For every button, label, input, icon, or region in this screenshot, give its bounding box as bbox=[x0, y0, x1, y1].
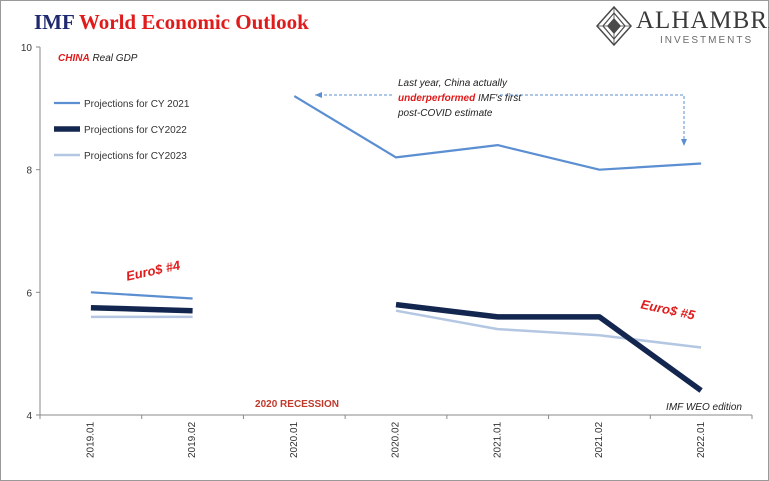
annotation-line1: Last year, China actually bbox=[398, 78, 508, 89]
annotation-highlight: underperformed bbox=[398, 93, 476, 104]
y-tick-label: 6 bbox=[26, 288, 32, 299]
series-line-2 bbox=[395, 309, 702, 349]
title-imf: IMF bbox=[34, 10, 75, 34]
subtitle-country: CHINA bbox=[58, 53, 90, 64]
logo-subtitle: INVESTMENTS bbox=[660, 35, 754, 46]
series-line-1 bbox=[395, 301, 703, 393]
logo-name: ALHAMBRA bbox=[636, 7, 769, 34]
y-tick-label: 10 bbox=[21, 43, 33, 54]
subtitle-measure: Real GDP bbox=[92, 53, 137, 64]
axes: 4 6 8 10 2019.01 2019.02 2020.01 2020.02 2021.01… bbox=[21, 43, 753, 458]
series-line-early-1 bbox=[90, 304, 193, 314]
x-tick-label: 2021.02 bbox=[594, 421, 605, 458]
alhambra-logo: ALHAMBRA INVESTMENTS bbox=[596, 6, 769, 48]
x-tick-label: 2019.02 bbox=[187, 421, 198, 458]
euro4-label: Euro$ #4 bbox=[125, 257, 183, 283]
series-lines bbox=[90, 95, 703, 393]
x-tick-label: 2020.01 bbox=[289, 421, 300, 458]
series-line-0 bbox=[293, 95, 702, 171]
annotation-arrow-right bbox=[500, 94, 687, 146]
legend-label-2: Projections for CY2023 bbox=[84, 151, 187, 162]
legend-label-0: Projections for CY 2021 bbox=[84, 99, 190, 110]
annotation-line2: underperformed IMF's first bbox=[398, 93, 522, 104]
x-tick-label: 2020.02 bbox=[391, 421, 402, 458]
legend-label-1: Projections for CY2022 bbox=[84, 125, 187, 136]
recession-label: 2020 RECESSION bbox=[255, 399, 339, 410]
page-title: IMF World Economic Outlook bbox=[34, 10, 309, 35]
y-tick-label: 4 bbox=[26, 411, 32, 422]
y-tick-label: 8 bbox=[26, 166, 32, 177]
x-tick-label: 2021.01 bbox=[492, 421, 503, 458]
x-tick-label: 2022.01 bbox=[696, 421, 707, 458]
series-line-early-0 bbox=[90, 291, 193, 300]
annotation-line2-rest: IMF's first bbox=[478, 93, 522, 104]
chart-subtitle: CHINA Real GDP bbox=[58, 53, 138, 64]
alhambra-diamond-icon bbox=[596, 6, 632, 46]
title-weo: World Economic Outlook bbox=[78, 10, 309, 34]
euro5-label: Euro$ #5 bbox=[640, 297, 698, 323]
annotation-line3: post-COVID estimate bbox=[397, 108, 493, 119]
x-tick-label: 2019.01 bbox=[85, 421, 96, 458]
legend: Projections for CY 2021 Projections for C… bbox=[54, 99, 190, 162]
source-label: IMF WEO edition bbox=[666, 402, 742, 413]
